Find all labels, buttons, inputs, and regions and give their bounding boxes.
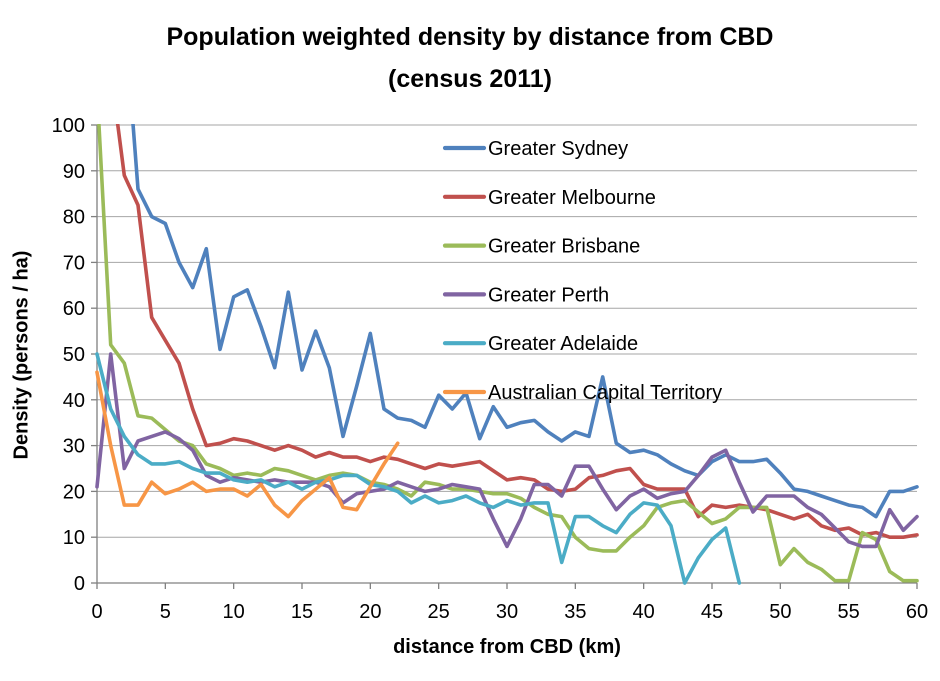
y-tick-label: 40 [63, 390, 85, 412]
x-tick-label: 15 [291, 601, 313, 623]
x-tick-label: 30 [496, 601, 518, 623]
x-tick-label: 45 [701, 601, 723, 623]
y-tick-label: 70 [63, 252, 85, 274]
series-line-greater-brisbane [97, 124, 919, 583]
series-line-greater-melbourne [115, 124, 919, 540]
y-tick-label: 60 [63, 298, 85, 320]
y-tick-label: 100 [52, 115, 85, 137]
x-tick-label: 5 [160, 601, 171, 623]
x-tick-label: 55 [838, 601, 860, 623]
legend-label: Greater Perth [488, 284, 609, 306]
x-tick-label: 0 [91, 601, 102, 623]
series-line-greater-adelaide [95, 352, 742, 585]
legend-label: Greater Melbourne [488, 187, 656, 209]
y-tick-label: 90 [63, 161, 85, 183]
x-tick-label: 10 [223, 601, 245, 623]
series-line-greater-sydney [131, 124, 919, 519]
series-lines [95, 124, 919, 585]
x-tick-label: 20 [359, 601, 381, 623]
chart-title: Population weighted density by distance … [0, 16, 940, 100]
y-axis-title: Density (persons / ha) [10, 250, 33, 460]
x-tick-label: 50 [769, 601, 791, 623]
x-tick-label: 25 [428, 601, 450, 623]
y-tick-label: 0 [74, 573, 85, 595]
legend-label: Greater Adelaide [488, 333, 638, 355]
chart-title-line1: Population weighted density by distance … [166, 23, 774, 51]
y-tick-label: 30 [63, 436, 85, 458]
x-tick-label: 35 [564, 601, 586, 623]
chart-title-line2: (census 2011) [388, 65, 552, 93]
series-line-greater-perth [95, 352, 919, 549]
legend: Greater Sydney Greater Melbourne Greater B… [442, 138, 722, 404]
y-tick-label: 50 [63, 344, 85, 366]
x-axis-title: distance from CBD (km) [393, 636, 621, 658]
legend-label: Australian Capital Territory [488, 382, 722, 404]
y-tick-label: 10 [63, 527, 85, 549]
legend-label: Greater Brisbane [488, 236, 640, 258]
x-tick-label: 40 [633, 601, 655, 623]
y-tick-label: 20 [63, 481, 85, 503]
x-tick-label: 60 [906, 601, 928, 623]
y-tick-label: 80 [63, 207, 85, 229]
legend-label: Greater Sydney [488, 138, 628, 160]
series-line-australian-capital-territory [95, 370, 400, 519]
